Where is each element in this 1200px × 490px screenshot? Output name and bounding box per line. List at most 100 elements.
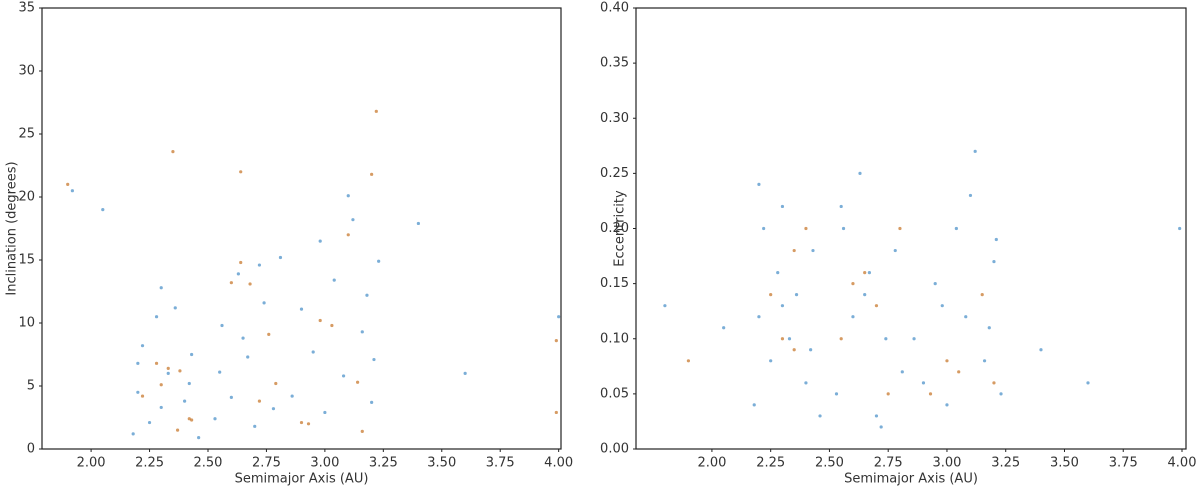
plot-frame bbox=[635, 7, 1187, 450]
scatter-point bbox=[131, 432, 135, 436]
scatter-point bbox=[66, 182, 70, 186]
scatter-point bbox=[973, 149, 977, 153]
plot-frame bbox=[41, 7, 562, 450]
scatter-point bbox=[318, 318, 322, 323]
scatter-point bbox=[839, 204, 843, 209]
scatter-point bbox=[173, 306, 177, 310]
x-tick-label: 2.75 bbox=[874, 456, 903, 471]
scatter-point bbox=[757, 182, 761, 186]
scatter-point bbox=[166, 371, 170, 375]
scatter-point bbox=[332, 278, 336, 282]
scatter-point bbox=[370, 172, 374, 176]
y-tick-label: 0.35 bbox=[600, 56, 629, 71]
x-tick-label: 3.75 bbox=[486, 456, 515, 471]
scatter-point bbox=[183, 399, 187, 403]
scatter-point bbox=[940, 304, 944, 308]
scatter-point bbox=[239, 260, 243, 265]
scatter-point bbox=[290, 394, 294, 398]
y-tick-label: 0.00 bbox=[600, 442, 629, 457]
scatter-point bbox=[154, 315, 159, 319]
scatter-point bbox=[818, 414, 822, 418]
y-axis-label: Inclination (degrees) bbox=[5, 161, 20, 295]
scatter-point bbox=[992, 381, 996, 385]
y-tick-label: 0.20 bbox=[600, 221, 629, 236]
scatter-point bbox=[178, 369, 182, 373]
scatter-point bbox=[299, 420, 304, 425]
scatter-point bbox=[780, 304, 785, 308]
scatter-point bbox=[101, 208, 105, 212]
y-tick-label: 15 bbox=[18, 253, 35, 268]
x-tick-label: 3.00 bbox=[932, 456, 961, 471]
scatter-point bbox=[175, 428, 180, 432]
x-tick-label: 4.00 bbox=[1168, 456, 1197, 471]
scatter-point bbox=[921, 381, 926, 385]
scatter-point bbox=[839, 337, 843, 341]
scatter-point bbox=[780, 337, 785, 341]
y-tick-label: 0.40 bbox=[600, 1, 629, 16]
scatter-point bbox=[776, 271, 780, 275]
scatter-point bbox=[372, 357, 376, 362]
scatter-point bbox=[346, 233, 350, 237]
scatter-point bbox=[341, 374, 346, 378]
scatter-point bbox=[752, 403, 756, 407]
scatter-point bbox=[954, 226, 958, 231]
scatter-point bbox=[762, 226, 766, 231]
x-tick-label: 2.00 bbox=[77, 456, 106, 471]
scatter-point bbox=[792, 348, 796, 352]
x-tick-label: 3.50 bbox=[427, 456, 456, 471]
y-tick-label: 0.25 bbox=[600, 166, 629, 181]
scatter-point bbox=[686, 359, 691, 363]
scatter-point bbox=[187, 417, 191, 421]
scatter-point bbox=[841, 226, 846, 231]
scatter-point bbox=[957, 370, 961, 374]
scatter-point bbox=[257, 263, 262, 267]
scatter-point bbox=[554, 410, 558, 415]
scatter-point bbox=[253, 424, 257, 428]
scatter-point bbox=[769, 293, 773, 297]
scatter-point bbox=[1178, 226, 1182, 231]
x-axis-label: Semimajor Axis (AU) bbox=[235, 472, 369, 487]
scatter-point bbox=[987, 326, 991, 330]
scatter-point bbox=[159, 286, 163, 290]
scatter-point bbox=[874, 414, 879, 418]
scatter-point bbox=[267, 332, 271, 336]
scatter-point bbox=[945, 359, 949, 363]
scatter-point bbox=[306, 422, 311, 426]
x-tick-label: 2.25 bbox=[756, 456, 785, 471]
scatter-point bbox=[900, 370, 904, 374]
scatter-point bbox=[834, 392, 839, 396]
scatter-point bbox=[1086, 381, 1090, 385]
scatter-point bbox=[463, 371, 467, 375]
scatter-point bbox=[1039, 348, 1043, 352]
scatter-point bbox=[262, 301, 266, 305]
scatter-point bbox=[318, 239, 322, 243]
scatter-point bbox=[70, 189, 74, 193]
x-tick-label: 3.00 bbox=[310, 456, 339, 471]
scatter-point bbox=[136, 390, 140, 394]
scatter-point bbox=[912, 337, 916, 341]
scatter-point bbox=[257, 399, 262, 403]
y-tick-label: 0.05 bbox=[600, 386, 629, 401]
scatter-point bbox=[229, 281, 233, 285]
scatter-point bbox=[346, 194, 350, 198]
scatter-point bbox=[323, 410, 327, 415]
scatter-point bbox=[218, 370, 222, 374]
scatter-point bbox=[213, 417, 217, 421]
scatter-point bbox=[360, 429, 364, 433]
y-tick-label: 10 bbox=[18, 316, 35, 331]
scatter-point bbox=[557, 315, 561, 319]
scatter-point bbox=[964, 315, 968, 319]
scatter-point bbox=[874, 304, 879, 308]
scatter-point bbox=[554, 339, 558, 343]
scatter-point bbox=[898, 226, 902, 231]
scatter-point bbox=[197, 436, 201, 440]
scatter-point bbox=[274, 381, 278, 386]
y-tick-label: 0.10 bbox=[600, 331, 629, 346]
scatter-point bbox=[140, 394, 145, 398]
y-tick-label: 30 bbox=[18, 64, 35, 79]
scatter-point bbox=[968, 193, 973, 198]
scatter-point bbox=[229, 395, 233, 399]
scatter-point bbox=[416, 221, 420, 226]
y-tick-label: 0.15 bbox=[600, 276, 629, 291]
